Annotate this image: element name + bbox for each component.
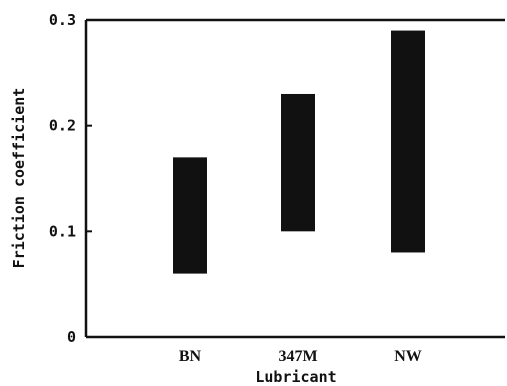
range-bar-347m xyxy=(281,93,315,232)
y-tick-label: 0.3 xyxy=(49,11,76,29)
y-tick-label: 0.2 xyxy=(49,117,76,135)
x-axis-title: Lubricant xyxy=(255,368,336,386)
y-tick-label: 0 xyxy=(67,328,76,346)
y-ticks: 0 0.1 0.2 0.3 xyxy=(49,11,92,346)
y-axis-title: Friction coefficient xyxy=(10,88,28,269)
axes xyxy=(84,18,505,339)
x-tick-labels: BN 347M NW xyxy=(179,348,422,365)
range-bar-bn xyxy=(173,157,207,274)
x-tick-label: NW xyxy=(394,348,422,365)
y-tick-label: 0.1 xyxy=(49,222,76,240)
x-tick-label: BN xyxy=(179,348,202,365)
x-tick-label: 347M xyxy=(278,348,317,365)
bars xyxy=(173,30,425,274)
range-bar-nw xyxy=(391,30,425,253)
